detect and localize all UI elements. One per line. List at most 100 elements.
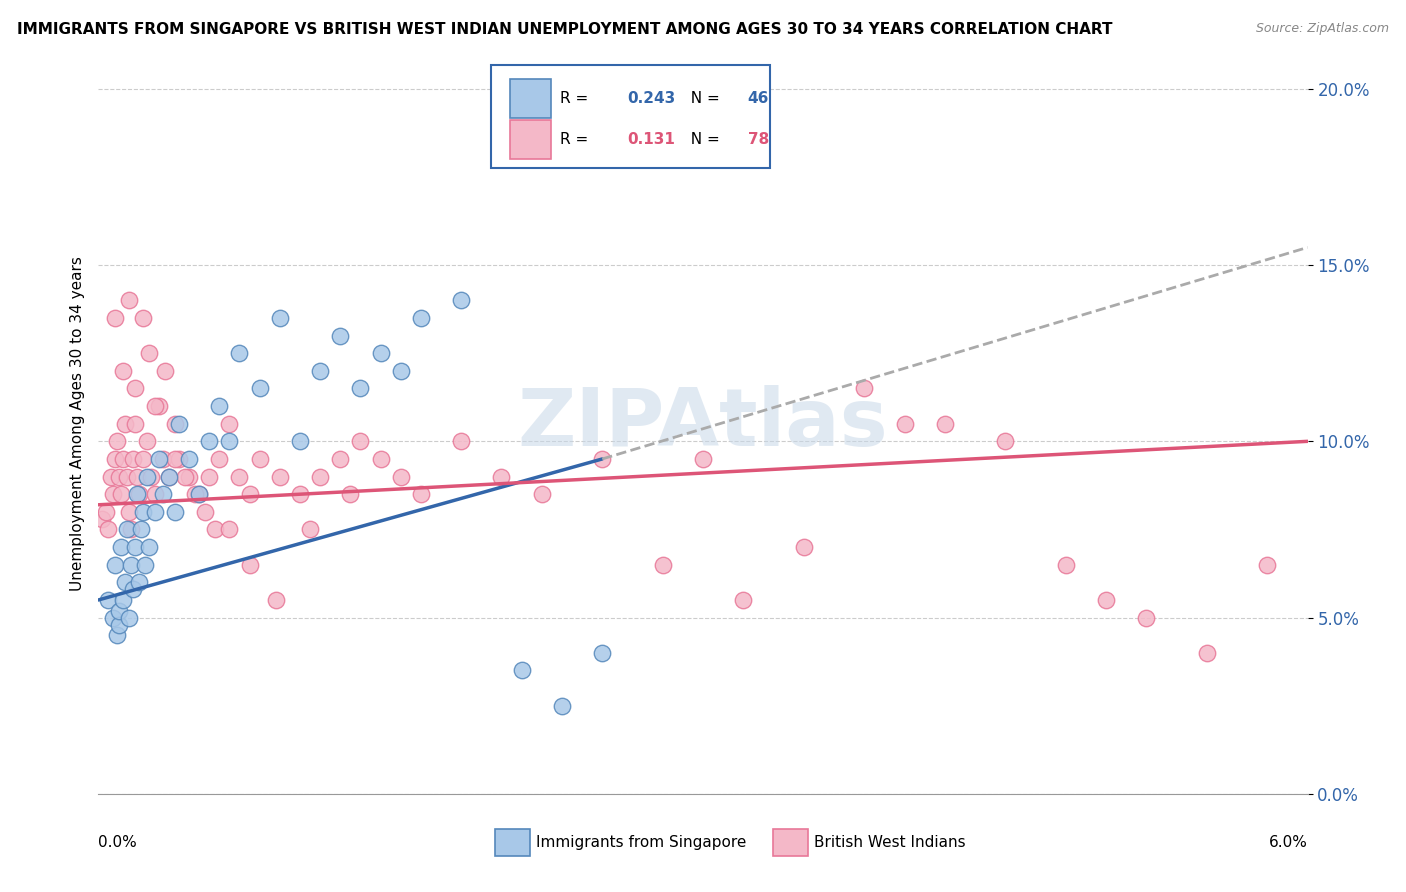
Point (1095, 593, 1118, 607)
Point (530, 487, 553, 501)
Point (934, 417, 956, 431)
Text: Immigrants from Singapore: Immigrants from Singapore (536, 835, 747, 850)
Point (450, 293, 472, 308)
Point (591, 646, 613, 660)
Point (143, 505, 166, 519)
Point (139, 469, 162, 483)
Point (111, 452, 134, 467)
Point (107, 617, 129, 632)
Point (167, 452, 190, 467)
FancyBboxPatch shape (509, 120, 551, 159)
Point (120, 558, 142, 572)
Point (389, 364, 412, 378)
Point (204, 523, 226, 537)
Point (1256, 558, 1278, 572)
Point (101, 610, 124, 624)
Point (132, 505, 155, 519)
Point (115, 523, 138, 537)
Point (198, 434, 221, 449)
Point (228, 469, 250, 483)
Point (208, 399, 231, 413)
Point (249, 381, 271, 395)
Text: 6.0%: 6.0% (1268, 835, 1308, 849)
Point (264, 593, 287, 607)
Point (288, 434, 311, 449)
Point (128, 575, 150, 590)
Point (184, 487, 207, 501)
Point (194, 505, 217, 519)
Point (1054, 558, 1077, 572)
Point (105, 628, 128, 642)
Point (97, 523, 120, 537)
Point (349, 381, 371, 395)
Point (389, 469, 412, 483)
Point (148, 399, 170, 413)
Point (309, 364, 332, 378)
Point (208, 452, 231, 467)
Text: 46: 46 (748, 91, 769, 106)
Point (491, 469, 513, 483)
Point (111, 364, 134, 378)
Text: IMMIGRANTS FROM SINGAPORE VS BRITISH WEST INDIAN UNEMPLOYMENT AMONG AGES 30 TO 3: IMMIGRANTS FROM SINGAPORE VS BRITISH WES… (17, 22, 1112, 37)
Point (269, 310, 291, 325)
Point (651, 558, 673, 572)
Point (118, 610, 141, 624)
Point (450, 434, 472, 449)
Text: R =: R = (561, 132, 593, 147)
Point (994, 434, 1017, 449)
Point (218, 523, 240, 537)
Point (105, 434, 128, 449)
Point (409, 310, 432, 325)
FancyBboxPatch shape (773, 829, 808, 856)
Point (329, 452, 352, 467)
Text: 78: 78 (748, 132, 769, 147)
Text: N =: N = (682, 91, 725, 106)
Point (409, 487, 432, 501)
Point (370, 346, 392, 360)
Point (228, 346, 250, 360)
Point (132, 452, 155, 467)
Point (103, 310, 125, 325)
Point (107, 469, 129, 483)
Point (179, 469, 201, 483)
Point (249, 452, 271, 467)
Point (188, 487, 211, 501)
Point (198, 469, 221, 483)
Point (269, 469, 291, 483)
Text: ZIPAtlas: ZIPAtlas (517, 384, 889, 463)
Point (125, 469, 148, 483)
Point (111, 593, 134, 607)
Point (132, 310, 155, 325)
Point (157, 469, 180, 483)
Point (148, 452, 170, 467)
Point (339, 487, 361, 501)
Point (218, 434, 240, 449)
Point (103, 452, 125, 467)
Point (299, 523, 322, 537)
Point (118, 505, 141, 519)
Point (174, 469, 197, 483)
Point (167, 417, 190, 431)
Point (103, 558, 125, 572)
Point (591, 452, 613, 467)
Point (692, 452, 714, 467)
Point (118, 293, 141, 308)
Text: N =: N = (682, 132, 725, 147)
Point (163, 417, 186, 431)
Point (128, 487, 150, 501)
Y-axis label: Unemployment Among Ages 30 to 34 years: Unemployment Among Ages 30 to 34 years (69, 256, 84, 591)
Text: 0.243: 0.243 (627, 91, 675, 106)
Point (143, 487, 166, 501)
Point (152, 452, 174, 467)
Point (1195, 646, 1218, 660)
Point (218, 417, 240, 431)
Point (135, 434, 157, 449)
Point (370, 452, 392, 467)
Point (163, 505, 186, 519)
Point (115, 469, 138, 483)
Point (101, 487, 124, 501)
Point (239, 487, 262, 501)
Point (157, 469, 180, 483)
FancyBboxPatch shape (492, 64, 769, 169)
Point (114, 417, 136, 431)
